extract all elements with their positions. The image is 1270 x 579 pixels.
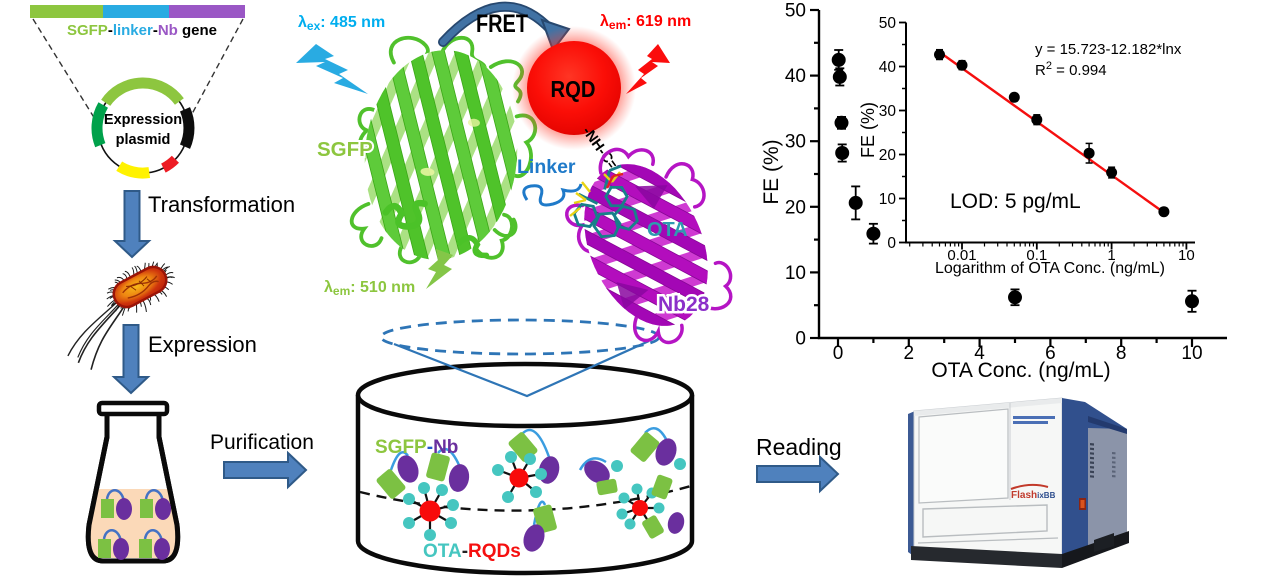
svg-text:0.01: 0.01 bbox=[947, 247, 976, 264]
svg-text:0: 0 bbox=[833, 343, 844, 364]
svg-text:FE (%): FE (%) bbox=[760, 139, 783, 204]
svg-text:30: 30 bbox=[879, 103, 897, 120]
svg-text:R2 = 0.994: R2 = 0.994 bbox=[1035, 60, 1107, 79]
svg-text:1: 1 bbox=[1107, 247, 1115, 264]
svg-text:10: 10 bbox=[879, 191, 897, 208]
svg-text:λem: 510 nm: λem: 510 nm bbox=[324, 279, 415, 298]
svg-text:40: 40 bbox=[879, 59, 897, 76]
svg-text:plasmid: plasmid bbox=[116, 132, 171, 148]
svg-text:6: 6 bbox=[1045, 343, 1056, 364]
svg-text:Transformation: Transformation bbox=[148, 192, 295, 217]
svg-text:2: 2 bbox=[904, 343, 915, 364]
svg-text:30: 30 bbox=[785, 132, 806, 153]
svg-text:OTA Conc. (ng/mL): OTA Conc. (ng/mL) bbox=[931, 359, 1110, 382]
svg-text:FRET: FRET bbox=[476, 10, 528, 38]
svg-text:OTA: OTA bbox=[647, 219, 688, 241]
svg-text:λex: 485 nm: λex: 485 nm bbox=[298, 14, 385, 33]
svg-text:4: 4 bbox=[974, 343, 985, 364]
svg-text:λem: 619 nm: λem: 619 nm bbox=[600, 13, 691, 32]
svg-text:Purification: Purification bbox=[210, 431, 314, 454]
svg-text:OTA-RQDs: OTA-RQDs bbox=[423, 541, 521, 562]
svg-text:50: 50 bbox=[879, 15, 897, 32]
svg-text:10: 10 bbox=[1178, 247, 1195, 264]
svg-text:FlashixBB: FlashixBB bbox=[1011, 490, 1056, 501]
svg-text:0: 0 bbox=[887, 235, 896, 252]
svg-text:SGFP-linker-Nb gene: SGFP-linker-Nb gene bbox=[67, 22, 217, 39]
svg-text:Expression: Expression bbox=[148, 332, 257, 357]
svg-text:10: 10 bbox=[785, 263, 806, 284]
svg-text:20: 20 bbox=[785, 197, 806, 218]
svg-text:SGFP-Nb: SGFP-Nb bbox=[375, 437, 458, 458]
svg-text:0.1: 0.1 bbox=[1026, 247, 1047, 264]
svg-text:LOD: 5 pg/mL: LOD: 5 pg/mL bbox=[950, 190, 1081, 213]
svg-text:Nb28: Nb28 bbox=[658, 293, 710, 316]
svg-text:0: 0 bbox=[795, 329, 806, 350]
svg-text:SGFP: SGFP bbox=[317, 138, 373, 161]
svg-text:8: 8 bbox=[1116, 343, 1127, 364]
svg-text:Linker: Linker bbox=[517, 156, 576, 178]
svg-text:y = 15.723-12.182*lnx: y = 15.723-12.182*lnx bbox=[1035, 41, 1182, 58]
svg-text:40: 40 bbox=[785, 66, 806, 87]
svg-text:10: 10 bbox=[1181, 343, 1202, 364]
svg-text:Reading: Reading bbox=[756, 434, 842, 460]
svg-text:50: 50 bbox=[785, 1, 806, 22]
svg-text:Expression: Expression bbox=[104, 112, 182, 128]
svg-text:Logarithm of OTA Conc. (ng/mL): Logarithm of OTA Conc. (ng/mL) bbox=[935, 260, 1165, 277]
svg-text:RQD: RQD bbox=[551, 76, 596, 102]
svg-text:FE (%): FE (%) bbox=[858, 102, 878, 158]
svg-text:20: 20 bbox=[879, 147, 897, 164]
